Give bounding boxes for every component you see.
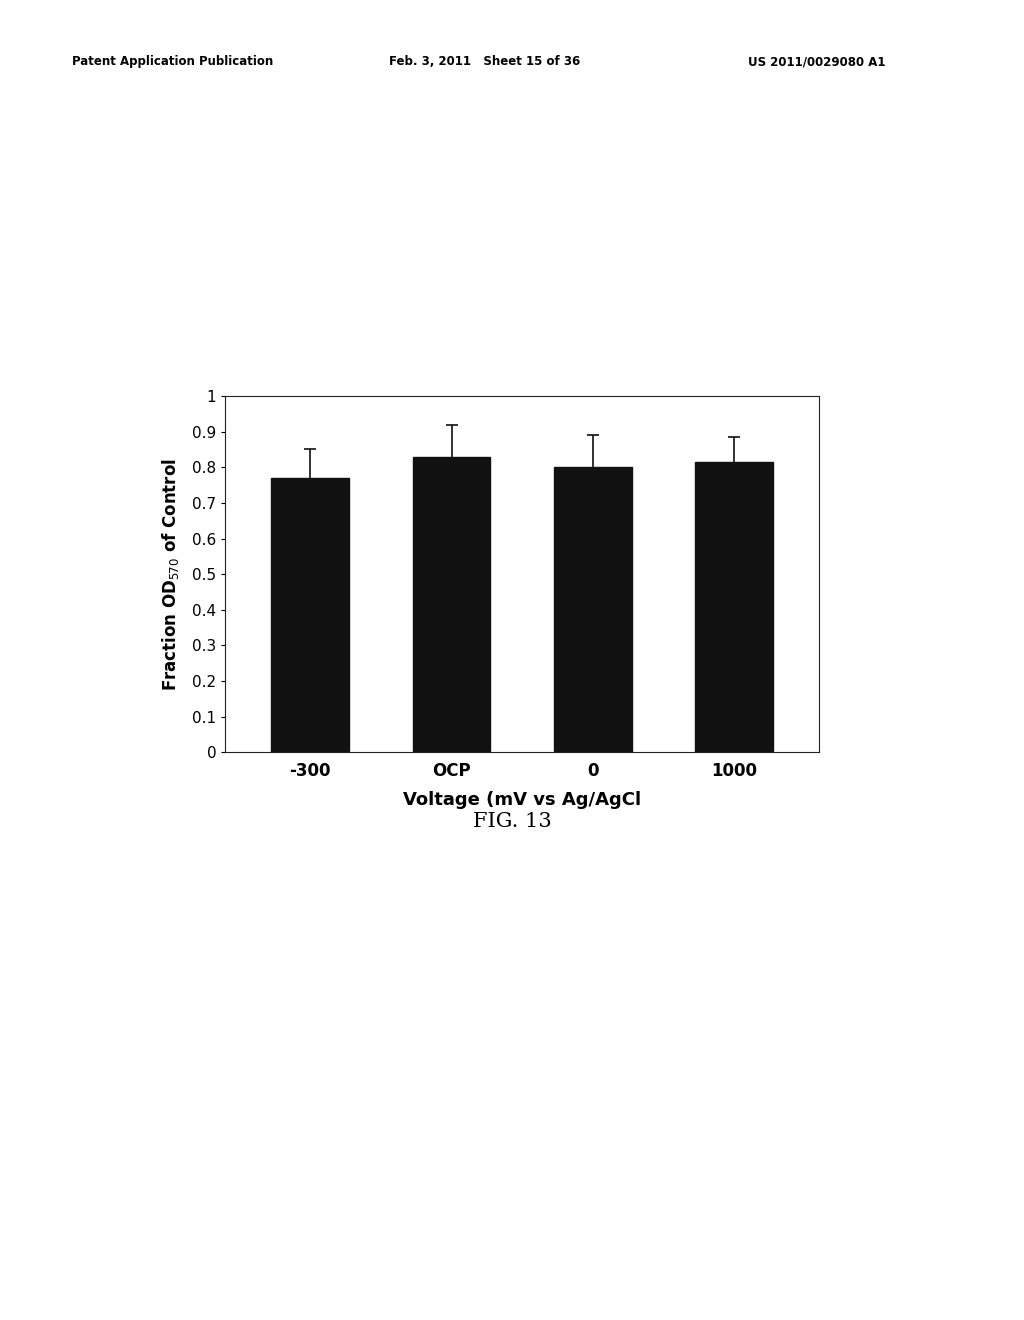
Y-axis label: Fraction OD$_{570}$ of Control: Fraction OD$_{570}$ of Control xyxy=(160,458,181,690)
Text: Feb. 3, 2011   Sheet 15 of 36: Feb. 3, 2011 Sheet 15 of 36 xyxy=(389,55,581,69)
Bar xyxy=(271,478,349,752)
Bar xyxy=(695,462,773,752)
Text: FIG. 13: FIG. 13 xyxy=(473,812,551,830)
X-axis label: Voltage (mV vs Ag/AgCl: Voltage (mV vs Ag/AgCl xyxy=(403,791,641,809)
Text: Patent Application Publication: Patent Application Publication xyxy=(72,55,273,69)
Bar xyxy=(413,457,490,752)
Text: US 2011/0029080 A1: US 2011/0029080 A1 xyxy=(748,55,885,69)
Bar xyxy=(554,467,632,752)
